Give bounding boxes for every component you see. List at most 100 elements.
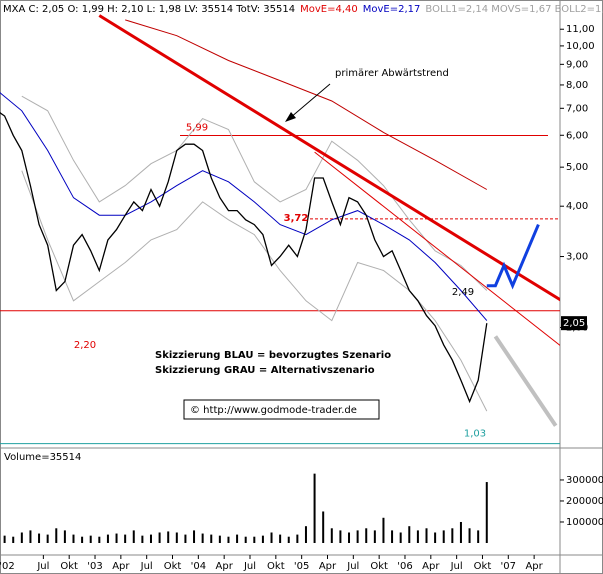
x-tick-label: '02 (0, 561, 15, 572)
volume-bar (287, 536, 290, 543)
x-tick-label: Apr (112, 561, 130, 572)
y-tick-label: 5,00 (566, 162, 588, 173)
volume-bar (270, 532, 273, 543)
y-tick-label: 10,00 (566, 41, 595, 52)
volume-bar (322, 511, 325, 543)
volume-bar (184, 534, 187, 543)
x-tick-label: Apr (319, 561, 337, 572)
volume-bar (63, 530, 66, 543)
x-tick-label: Okt (267, 561, 285, 572)
volume-bar (115, 533, 118, 543)
volume-bar (279, 534, 282, 543)
header-item: MovE=2,17 (363, 4, 421, 15)
level-label: 2,20 (74, 340, 96, 351)
x-tick-label: Jul (140, 561, 153, 572)
x-tick-label: '07 (501, 561, 516, 572)
volume-bar (149, 534, 152, 543)
volume-bar (167, 531, 170, 543)
last-price-label: 2,05 (563, 318, 585, 329)
x-tick-label: Okt (60, 561, 78, 572)
volume-title: Volume=35514 (4, 452, 81, 463)
volume-bar (158, 532, 161, 543)
x-tick-label: '03 (87, 561, 102, 572)
last-price-box (561, 316, 587, 331)
volume-bar (304, 526, 307, 543)
volume-bar (20, 532, 23, 543)
x-tick-label: Okt (370, 561, 388, 572)
volume-bar (356, 530, 359, 543)
y-tick-label: 8,00 (566, 80, 588, 91)
volume-bar (485, 482, 488, 543)
volume-bar (46, 534, 49, 543)
level-label: 2,49 (452, 287, 474, 298)
level-label: 3,72 (284, 213, 309, 224)
volume-bar (416, 530, 419, 543)
y-tick-label: 100000 (566, 517, 603, 528)
volume-bar (348, 532, 351, 543)
volume-bar (296, 534, 299, 543)
overlay-line (486, 224, 540, 290)
volume-bar (399, 532, 402, 543)
volume-bar (132, 530, 135, 543)
overlay-line (493, 335, 558, 427)
volume-bar (193, 530, 196, 543)
volume-bar (425, 528, 428, 543)
x-tick-label: Apr (216, 561, 234, 572)
volume-bar (477, 530, 480, 543)
header: MXA C: 2,05 O: 1,99 H: 2,10 L: 1,98 LV: … (3, 4, 603, 15)
volume-bar (210, 534, 213, 543)
volume-bar (106, 534, 109, 543)
volume-bar (434, 532, 437, 543)
level-label: 1,03 (464, 429, 486, 440)
volume-bar (244, 536, 247, 543)
x-tick-label: Apr (422, 561, 440, 572)
volume-bar (141, 535, 144, 543)
note: Skizzierung BLAU = bevorzugtes Szenario (155, 350, 391, 361)
overlay-line (314, 151, 560, 347)
header-item: BOLL1=2,14 MOVS=1,67 BOLL2=1,26 (425, 4, 603, 15)
y-tick-label: 4,00 (566, 201, 588, 212)
arrow-head (285, 112, 296, 122)
volume-bar (373, 530, 376, 543)
plot-area (0, 14, 560, 445)
copyright-box (183, 399, 380, 420)
volume-bar (12, 536, 15, 543)
volume-bar (253, 536, 256, 543)
volume-bar (218, 535, 221, 543)
volume-bar (313, 473, 316, 543)
y-tick-label: 300000 (566, 475, 603, 486)
price-line (0, 112, 488, 404)
volume-bar (459, 521, 462, 543)
x-tick-label: Jul (346, 561, 359, 572)
overlay-line (125, 19, 488, 190)
volume-bar (391, 530, 394, 543)
y-tick-label: 200000 (566, 496, 603, 507)
y-tick-label: 7,00 (566, 103, 588, 114)
x-tick-label: '06 (397, 561, 412, 572)
volume-bar (227, 536, 230, 543)
header-item: MXA C: 2,05 O: 1,99 H: 2,10 L: 1,98 LV: … (3, 4, 295, 15)
volume-bar (124, 534, 127, 543)
y-tick-label: 6,00 (566, 130, 588, 141)
x-tick-label: '04 (191, 561, 206, 572)
volume-bar (261, 535, 264, 543)
x-tick-label: '05 (294, 561, 309, 572)
volume-bar (3, 535, 6, 543)
y-tick-label: 3,00 (566, 252, 588, 263)
volume-bar (408, 526, 411, 543)
volume-bar (442, 530, 445, 543)
volume-bar (330, 528, 333, 543)
volume-bar (89, 535, 92, 543)
volume-bar (98, 536, 101, 543)
note: © http://www.godmode-trader.de (190, 405, 357, 416)
note: primärer Abwärtstrend (335, 68, 449, 79)
x-tick-label: Jul (243, 561, 256, 572)
volume-bar (72, 534, 75, 543)
x-tick-label: Okt (474, 561, 492, 572)
volume-bar (201, 533, 204, 543)
header-item: MovE=4,40 (300, 4, 358, 15)
volume-bar (175, 532, 178, 543)
x-tick-label: Jul (450, 561, 463, 572)
volume-bar (339, 530, 342, 543)
